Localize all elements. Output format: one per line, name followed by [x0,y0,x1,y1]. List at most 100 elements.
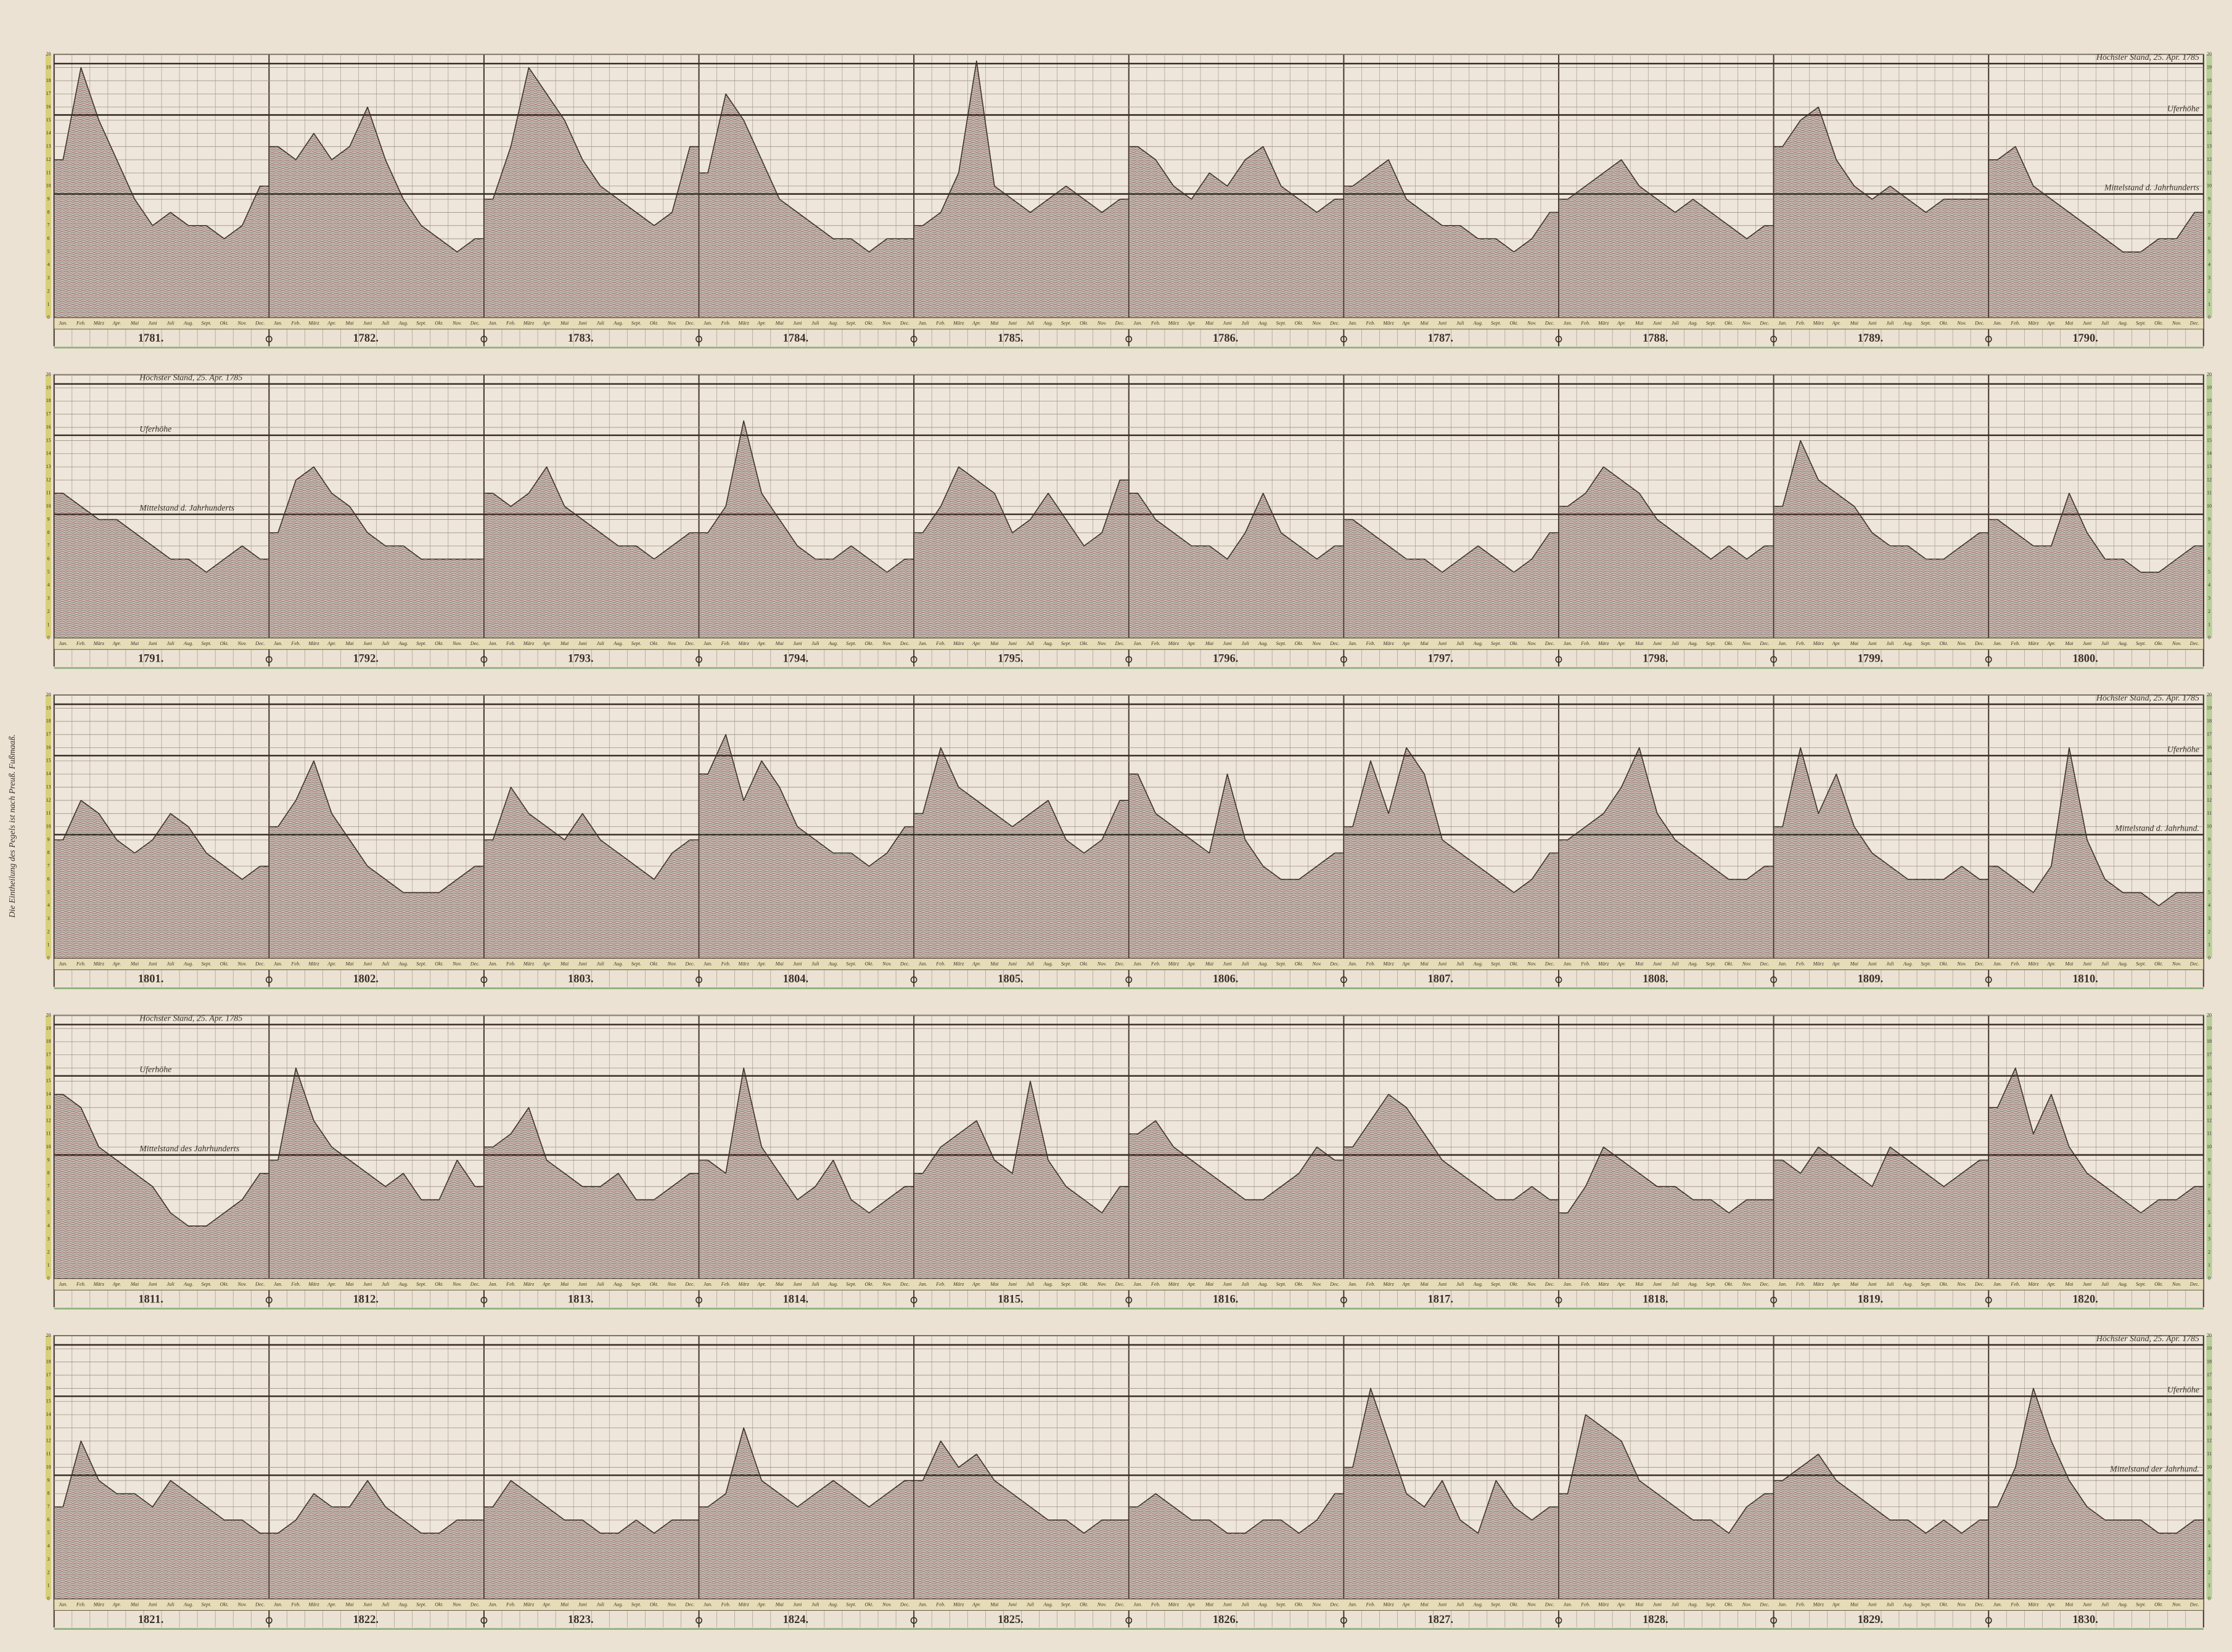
month-label: Jan. [1348,641,1357,646]
y-tick-label: 15 [2207,1399,2212,1404]
y-tick-label: 19 [2207,64,2212,70]
month-label: Juni [148,961,157,966]
year-label: 1789. [1858,332,1884,344]
month-label: Jan. [274,961,282,966]
year-label: 1785. [998,332,1024,344]
month-label: Nov. [1097,1601,1107,1607]
y-tick-label: 0 [2208,955,2210,961]
year-marker [1340,1617,1347,1624]
year-marker [1555,655,1562,663]
month-label: Okt. [865,1281,874,1287]
year-label: 1808. [1643,972,1668,985]
month-label: Juni [363,961,372,966]
y-tick-label: 10 [2207,1464,2212,1469]
y-tick-label: 8 [2208,1490,2210,1496]
y-tick-label: 17 [46,411,51,417]
y-tick-label: 14 [2207,1091,2212,1097]
y-tick-label: 7 [47,1503,49,1509]
axis-label: Die Eintheilung des Pegels ist nach Preu… [7,734,17,918]
water-level-area [698,1427,914,1600]
month-label: Sept. [1491,961,1501,966]
y-tick-label: 18 [2207,718,2212,724]
month-label: Juli [1886,320,1894,326]
month-label: März [1382,1281,1394,1287]
month-label: Apr. [327,320,336,326]
water-level-area [1773,1453,1990,1600]
y-tick-label: 3 [47,275,49,281]
y-tick-label: 3 [2208,1556,2210,1562]
year-label: 1806. [1213,972,1239,985]
month-label: Apr. [2046,1601,2056,1607]
month-label: Juni [1438,641,1447,646]
year-label: 1815. [998,1293,1024,1305]
y-tick-label: 12 [46,477,51,482]
month-label: Sept. [1921,1601,1930,1607]
water-level-area [1558,159,1775,319]
month-label: Dec. [1974,961,1984,966]
year-label: 1801. [138,972,164,985]
water-level-area [53,1093,270,1280]
month-label: Apr. [1187,641,1196,646]
month-label: Aug. [183,1601,193,1607]
month-label: Apr. [972,1601,981,1607]
month-label: Dec. [1115,1281,1125,1287]
month-label: Jan. [59,1601,67,1607]
y-tick-label: 11 [2207,810,2212,816]
y-tick-label: 17 [2207,411,2212,417]
month-label: Nov. [2172,1601,2181,1607]
month-label: Nov. [1311,320,1321,326]
month-label: Feb. [76,961,86,966]
month-label: Feb. [935,320,945,326]
y-tick-label: 7 [47,1183,49,1189]
year-label: 1822. [353,1613,379,1625]
y-tick-label: 14 [2207,451,2212,456]
month-label: Okt. [1725,1281,1733,1287]
month-label: Nov. [667,320,677,326]
month-label: Feb. [1151,641,1160,646]
water-level-area [53,800,270,960]
water-level-area [913,466,1130,639]
month-label: Jan. [274,641,282,646]
year-marker [1770,1296,1778,1304]
y-tick-label: 15 [46,1399,51,1404]
water-level-area [1558,466,1775,639]
month-label: Jan. [488,320,497,326]
month-label: Juni [793,1281,802,1287]
month-label: Mai [1850,1601,1859,1607]
reference-label: Uferhöhe [2167,744,2199,754]
month-label: Feb. [721,641,731,646]
month-label: Aug. [183,1281,193,1287]
month-label: Dec. [1759,1601,1769,1607]
month-label: Nov. [237,961,247,966]
month-label: Juni [1008,320,1017,326]
month-label: Mai [775,1601,784,1607]
month-label: Okt. [1725,961,1733,966]
month-label: Juni [2083,641,2092,646]
month-label: Dec. [255,961,265,966]
month-label: März [2027,1601,2039,1607]
month-label: Apr. [1187,961,1196,966]
month-label: März [93,320,105,326]
y-tick-label: 14 [46,1091,51,1097]
y-tick-label: 4 [47,1543,49,1549]
month-label: Nov. [452,1281,462,1287]
year-marker [910,655,917,663]
year-marker [1125,1617,1133,1624]
month-label: Juni [1653,961,1662,966]
month-label: Nov. [1311,961,1321,966]
month-label: Jan. [274,1601,282,1607]
month-label: Sept. [846,320,856,326]
month-label: Aug. [398,641,408,646]
month-label: Mai [775,320,784,326]
month-label: Feb. [935,961,945,966]
water-level-area [1128,493,1345,639]
month-label: Jan. [1348,1281,1357,1287]
y-tick-label: 6 [47,1196,49,1202]
month-label: Juni [2083,1601,2092,1607]
year-marker [1555,1296,1562,1304]
month-label: Juni [1223,961,1232,966]
y-tick-label: 4 [2208,582,2210,588]
month-label: Dec. [2189,1601,2199,1607]
y-tick-label: 8 [2208,850,2210,855]
reference-label: Mittelstand d. Jahrhunderts [2104,183,2199,192]
